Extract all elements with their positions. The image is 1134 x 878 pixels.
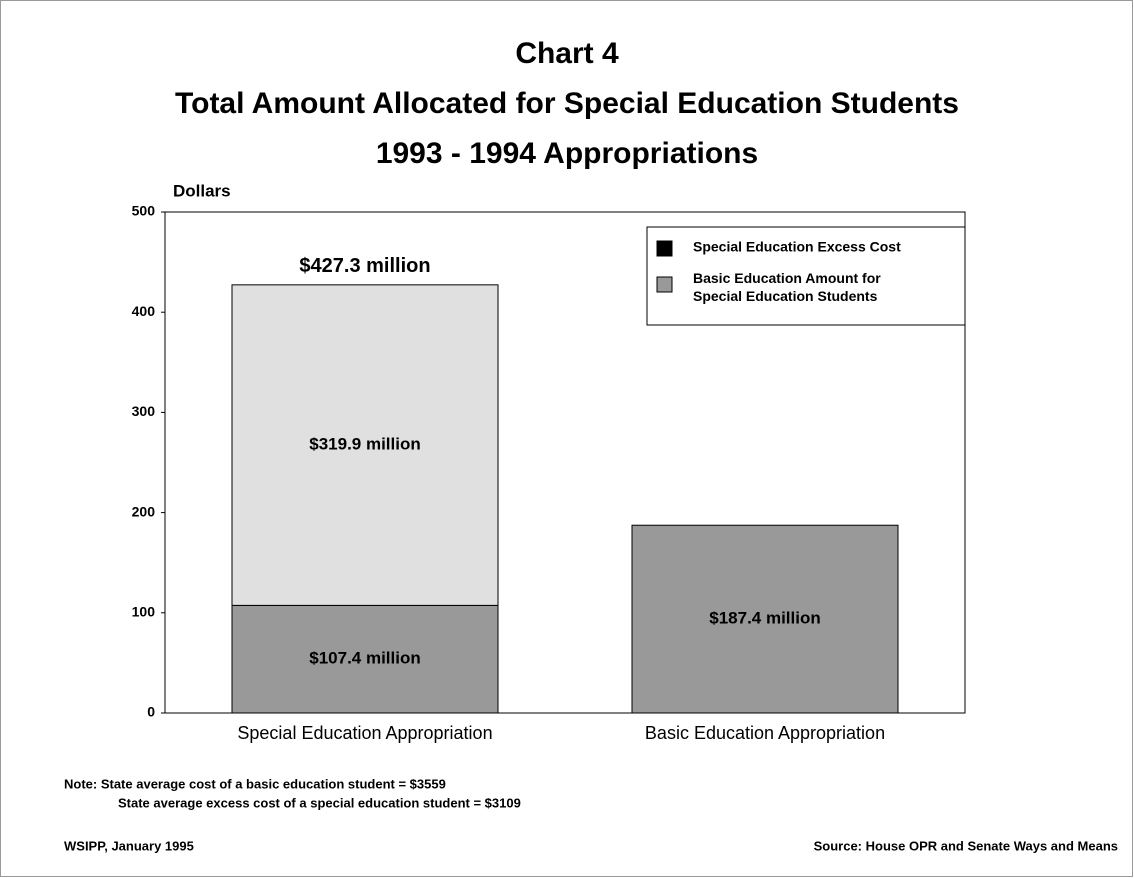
y-tick-label: 0	[147, 704, 155, 720]
y-tick-label: 400	[132, 303, 156, 319]
footer: WSIPP, January 1995	[64, 838, 194, 853]
legend-swatch	[656, 276, 673, 293]
legend-label: Basic Education Amount for Special Educat…	[693, 270, 881, 304]
plot-frame	[164, 211, 966, 714]
legend-swatch	[656, 240, 673, 257]
chart-title: Chart 4	[515, 37, 619, 70]
legend-box	[646, 226, 966, 326]
chart-title: Total Amount Allocated for Special Educa…	[175, 87, 959, 120]
chart-title: 1993 - 1994 Appropriations	[376, 137, 758, 170]
y-tick-label: 200	[132, 503, 156, 519]
y-tick-label: 500	[132, 203, 156, 219]
value-label: $319.9 million	[309, 435, 421, 454]
note: Note: State average cost of a basic educ…	[64, 776, 446, 791]
footer: Source: House OPR and Senate Ways and Me…	[814, 838, 1118, 853]
total-label: $427.3 million	[299, 255, 430, 277]
y-axis-label: Dollars	[173, 181, 231, 200]
value-label: $107.4 million	[309, 649, 421, 668]
legend-label: Special Education Excess Cost	[693, 239, 901, 255]
x-tick-label: Basic Education Appropriation	[645, 723, 885, 743]
x-tick-label: Special Education Appropriation	[237, 723, 492, 743]
y-tick-label: 300	[132, 403, 156, 419]
bar-segment	[231, 284, 499, 606]
bar-segment	[631, 524, 899, 714]
y-tick-label: 100	[132, 604, 156, 620]
note: State average excess cost of a special e…	[118, 795, 521, 810]
value-label: $187.4 million	[709, 609, 821, 628]
